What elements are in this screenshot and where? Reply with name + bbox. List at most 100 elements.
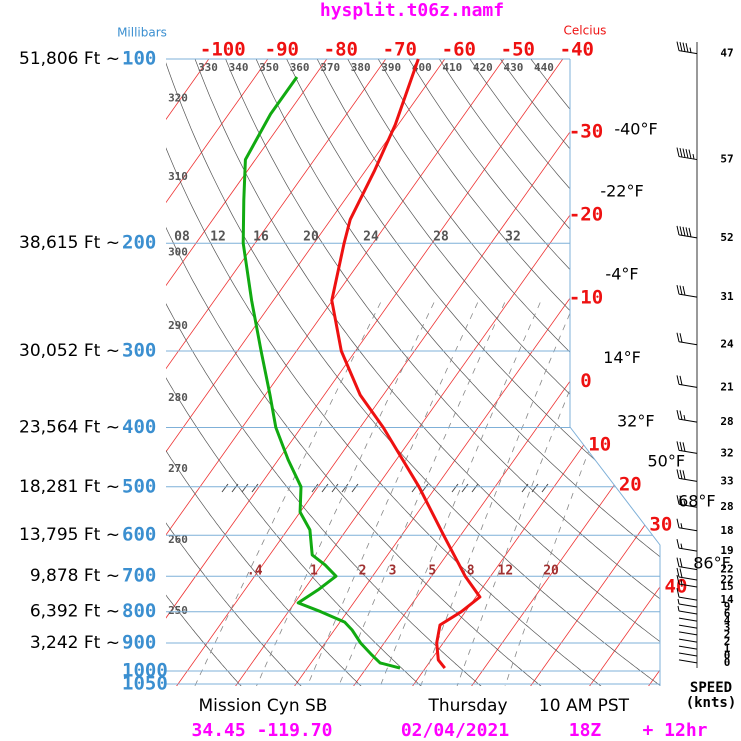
altitude-label: 23,564 Ft ~ (19, 417, 120, 437)
theta-label: 300 (168, 245, 188, 258)
pressure-label: 300 (122, 339, 156, 361)
fahrenheit-label: 50°F (648, 452, 686, 471)
wind-speed-label: 28 (720, 415, 733, 428)
theta-label: 360 (290, 61, 310, 74)
dry-adiabat (332, 59, 660, 686)
wind-speed-label: 32 (720, 446, 733, 459)
fahrenheit-label: 14°F (603, 348, 641, 367)
dry-adiabat (243, 59, 660, 686)
wind-barb (677, 598, 698, 608)
isotherm (166, 59, 429, 686)
theta-label: 290 (168, 319, 188, 332)
y-axis-label: Millibars (117, 26, 167, 40)
theta-label: 390 (381, 61, 401, 74)
mixing-ratio-line (337, 302, 506, 686)
mixing-ratio-label: 3 (389, 564, 397, 579)
fahrenheit-label: -4°F (605, 265, 638, 284)
theta-label: 340 (229, 61, 249, 74)
temperature-label: -60 (442, 39, 476, 61)
altitude-label: 13,795 Ft ~ (19, 525, 120, 545)
wind-speed-label: 14 (720, 593, 734, 606)
theta-label: 250 (168, 604, 188, 617)
wind-speed-label: 28 (720, 500, 733, 513)
mixing-ratio-line (455, 302, 606, 686)
date: 02/04/2021 (401, 720, 509, 741)
isotherm (432, 59, 660, 686)
pressure-label: 400 (122, 416, 156, 438)
wind-barb (678, 624, 698, 629)
wind-barb (676, 539, 698, 552)
temperature-label: -90 (265, 39, 299, 61)
temperature-label: -10 (569, 287, 603, 309)
isotherm (166, 59, 547, 686)
wind-barb (676, 332, 698, 346)
dry-adiabat (166, 59, 485, 686)
theta-label: 270 (168, 462, 188, 475)
wind-speed-label: 22 (720, 563, 733, 576)
temperature-label: -70 (383, 39, 417, 61)
moist-label: 28 (433, 230, 449, 245)
pressure-label: 700 (122, 565, 156, 587)
isotherm (491, 59, 660, 686)
wind-barb (676, 557, 698, 571)
wind-speed-label: 22 (720, 573, 733, 586)
fahrenheit-label: -22°F (600, 182, 643, 201)
pressure-label: 500 (122, 475, 156, 497)
chart-title: hysplit.t06z.namf (320, 0, 504, 21)
wind-barb (676, 588, 698, 601)
dry-adiabat (303, 59, 660, 686)
mixing-ratio-label: 5 (428, 564, 436, 579)
temperature-label: -40 (560, 39, 594, 61)
tropopause-hatch (221, 483, 549, 493)
wind-speed-label: 21 (720, 380, 734, 393)
theta-label: 320 (168, 91, 188, 104)
fahrenheit-label: 86°F (693, 553, 731, 572)
mixing-ratio-label: 1 (310, 564, 318, 579)
wind-speed-label: 47 (720, 47, 733, 60)
dry-adiabat (362, 59, 660, 686)
moist-label: 24 (363, 230, 379, 245)
wind-speed-label: 18 (720, 524, 733, 537)
theta-label: 420 (473, 61, 493, 74)
isotherm (166, 59, 606, 686)
mixing-ratio-label: 2 (359, 564, 367, 579)
mixing-ratio-label: .4 (247, 564, 263, 579)
isotherm (166, 59, 488, 686)
wind-barb (678, 638, 698, 643)
pressure-label: 1050 (122, 672, 168, 694)
moist-label: 16 (253, 230, 269, 245)
wind-barb (676, 567, 698, 581)
mixing-ratio-line (419, 302, 575, 686)
altitude-label: 3,242 Ft ~ (30, 633, 120, 653)
wind-speed-label: 31 (720, 290, 734, 303)
temperature-label: -100 (200, 39, 246, 61)
temperature-label: 10 (588, 434, 611, 456)
wind-barb (678, 659, 698, 664)
dry-adiabat (184, 59, 660, 686)
wind-speed-label: 2 (724, 628, 731, 641)
theta-label: 310 (168, 170, 188, 183)
wind-barb (676, 469, 698, 482)
wind-speed-label: 19 (720, 544, 733, 557)
theta-label: 380 (351, 61, 371, 74)
wind-barb (676, 285, 698, 298)
altitude-label: 38,615 Ft ~ (19, 233, 120, 253)
wind-barb (676, 441, 698, 454)
wind-speed-label: 6 (724, 607, 731, 620)
theta-label: 260 (168, 533, 188, 546)
wind-barb (678, 645, 698, 650)
wind-barb (676, 225, 698, 239)
day: Thursday (427, 696, 507, 716)
dry-adiabat (166, 59, 365, 686)
wind-barb (678, 652, 698, 657)
isotherm (550, 59, 660, 686)
wind-unit: (knts) (686, 695, 737, 711)
temperature-label: 40 (665, 575, 688, 597)
wind-label: SPEED (690, 680, 732, 696)
temperature-label: -30 (569, 120, 603, 142)
mixing-ratio-line (254, 302, 435, 686)
moist-label: 32 (505, 230, 521, 245)
